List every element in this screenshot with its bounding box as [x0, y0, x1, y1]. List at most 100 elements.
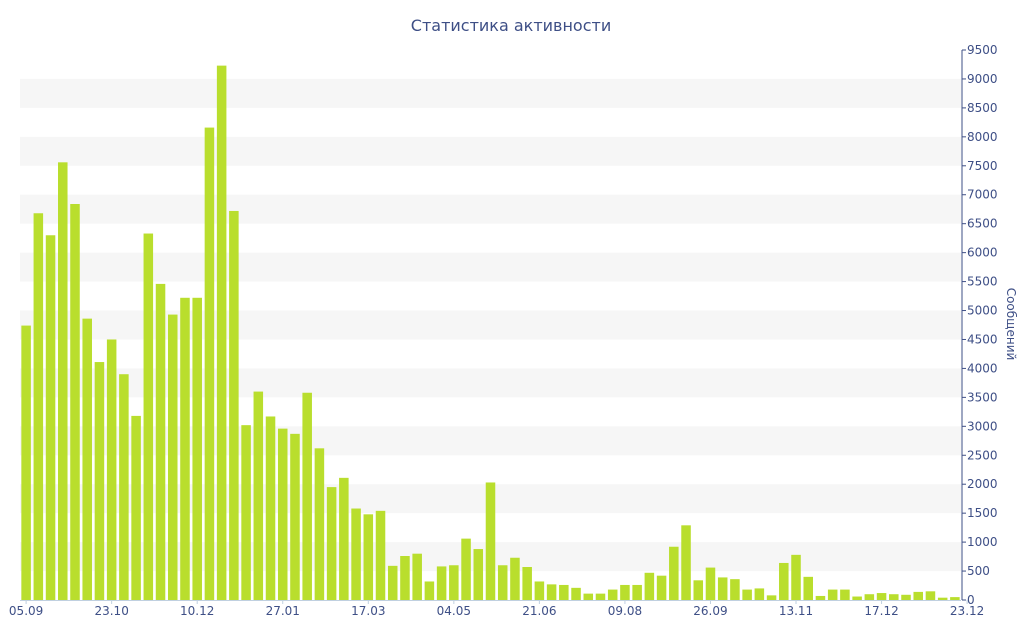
bar [815, 595, 826, 600]
grid-band [20, 136, 961, 166]
bar [131, 415, 141, 600]
x-tick-label: 27.01 [266, 604, 300, 618]
y-tick-label: 3500 [967, 390, 998, 404]
bar [632, 584, 642, 600]
bar [925, 591, 936, 600]
bar [192, 297, 202, 600]
bar [522, 567, 532, 600]
bar [693, 580, 704, 600]
bar [82, 318, 92, 600]
bar [644, 572, 655, 600]
x-tick-label: 09.08 [608, 604, 642, 618]
y-tick-label: 6000 [967, 246, 998, 260]
bar [216, 65, 227, 600]
x-tick-label: 17.12 [864, 604, 898, 618]
bar [510, 557, 520, 600]
bar [766, 595, 777, 600]
bar [742, 589, 752, 600]
grid-band [20, 78, 961, 108]
x-tick-label: 23.12 [950, 604, 984, 618]
y-tick-label: 9500 [967, 43, 998, 57]
bar [681, 525, 691, 600]
y-axis-label: Сообщений [1004, 288, 1018, 361]
bar [241, 425, 251, 600]
bar [33, 213, 44, 600]
bar [864, 594, 875, 600]
bar [204, 127, 215, 600]
bar [730, 579, 740, 600]
bar [45, 235, 56, 600]
bar [143, 233, 154, 600]
bar [58, 162, 68, 600]
bar [620, 584, 630, 600]
bar [351, 508, 361, 600]
bar [70, 204, 80, 600]
bar [253, 391, 264, 600]
bar [717, 577, 728, 600]
bar [387, 565, 398, 600]
bar [180, 297, 190, 600]
bar [400, 556, 410, 600]
y-axis-ticks: 0 500 1000 1500 2000 2500 3000 3500 4000 4500 5000… [961, 43, 998, 607]
bar [339, 477, 349, 600]
bar [290, 433, 300, 600]
bar [302, 392, 312, 600]
bar [889, 594, 899, 600]
y-tick-label: 1000 [967, 535, 998, 549]
bar [155, 283, 166, 600]
y-tick-label: 7500 [967, 159, 998, 173]
y-tick-label: 5000 [967, 304, 998, 318]
y-tick-label: 500 [967, 564, 990, 578]
x-tick-label: 23.10 [94, 604, 128, 618]
bar [913, 591, 923, 600]
y-tick-label: 1500 [967, 506, 998, 520]
bar [106, 339, 117, 600]
bar [546, 584, 557, 600]
bar [901, 594, 911, 600]
y-tick-label: 6500 [967, 217, 998, 231]
bar [229, 210, 239, 600]
bar [449, 565, 459, 600]
y-tick-label: 3000 [967, 419, 998, 433]
bar [424, 581, 435, 600]
bar [705, 567, 716, 600]
bar [21, 325, 31, 600]
bar [779, 562, 789, 600]
bar [559, 584, 569, 600]
grid-band [20, 252, 961, 282]
bar [314, 448, 325, 600]
bar [840, 589, 850, 600]
bar [485, 482, 496, 600]
y-tick-label: 0 [967, 593, 975, 607]
bar [754, 588, 765, 600]
bar [827, 589, 838, 600]
grid-band [20, 194, 961, 224]
bar [852, 596, 862, 600]
bar [461, 538, 471, 600]
bar [791, 554, 801, 600]
bars [21, 65, 960, 600]
bar [436, 566, 447, 600]
x-tick-label: 13.11 [779, 604, 813, 618]
bar [119, 374, 129, 600]
bar [607, 589, 618, 600]
bar [876, 593, 887, 600]
chart-title: Статистика активности [411, 16, 611, 35]
x-tick-label: 17.03 [351, 604, 385, 618]
bar [363, 514, 374, 600]
bar [583, 593, 594, 600]
x-tick-label: 05.09 [9, 604, 43, 618]
bar [375, 510, 386, 600]
bar [950, 597, 960, 600]
y-tick-label: 4000 [967, 361, 998, 375]
x-tick-label: 21.06 [522, 604, 556, 618]
bar [595, 593, 606, 600]
bar [656, 575, 667, 600]
bar [167, 314, 178, 600]
y-tick-label: 2000 [967, 477, 998, 491]
y-tick-label: 2500 [967, 448, 998, 462]
x-tick-label: 04.05 [437, 604, 471, 618]
bar [94, 362, 105, 600]
